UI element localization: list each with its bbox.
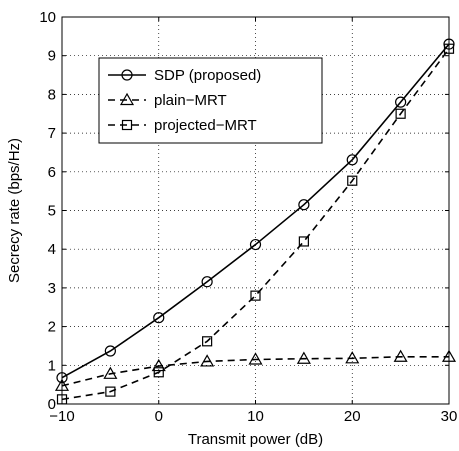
x-tick-label: 0 — [155, 408, 163, 425]
legend: SDP (proposed) plain−MRT projected−MRT — [99, 58, 322, 143]
x-tick-label: 20 — [344, 408, 361, 425]
x-axis-label: Transmit power (dB) — [188, 431, 323, 448]
y-axis-label: Secrecy rate (bps/Hz) — [6, 138, 23, 283]
x-tick-label: 10 — [247, 408, 264, 425]
legend-label: SDP (proposed) — [154, 67, 261, 84]
y-tick-label: 8 — [48, 86, 56, 103]
legend-label: plain−MRT — [154, 92, 227, 109]
y-tick-label: 4 — [48, 241, 56, 258]
y-tick-label: 10 — [39, 9, 56, 26]
y-tick-label: 0 — [48, 396, 56, 413]
y-tick-label: 2 — [48, 319, 56, 336]
y-tick-label: 7 — [48, 125, 56, 142]
y-tick-label: 3 — [48, 280, 56, 297]
y-tick-label: 6 — [48, 164, 56, 181]
y-tick-label: 5 — [48, 203, 56, 220]
y-tick-label: 9 — [48, 48, 56, 65]
y-tick-label: 1 — [48, 357, 56, 374]
legend-label: projected−MRT — [154, 117, 257, 134]
x-tick-label: 30 — [441, 408, 458, 425]
